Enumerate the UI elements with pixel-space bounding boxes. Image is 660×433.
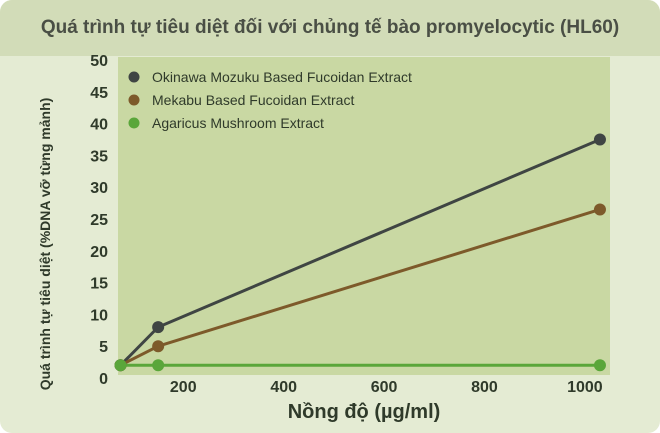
y-tick-label: 30 <box>90 180 108 197</box>
y-tick-label: 45 <box>90 85 108 102</box>
legend-marker <box>128 117 140 129</box>
x-tick-labels: 200 400 600 800 1000 <box>170 379 603 396</box>
x-tick-label: 200 <box>170 379 197 396</box>
y-tick-labels: 0 5 10 15 20 25 30 35 40 45 50 <box>90 53 108 388</box>
data-point <box>114 359 127 372</box>
data-point <box>593 133 606 146</box>
y-tick-label: 10 <box>90 307 108 324</box>
data-point <box>152 359 165 372</box>
data-point <box>593 203 606 216</box>
legend-label: Agaricus Mushroom Extract <box>152 115 324 131</box>
y-tick-label: 35 <box>90 148 108 165</box>
data-point <box>152 340 165 353</box>
data-point <box>152 321 165 334</box>
data-point <box>593 359 606 372</box>
legend-marker <box>128 71 140 83</box>
y-tick-label: 5 <box>99 339 108 356</box>
y-axis-label: Quá trình tự tiêu diệt (%DNA vỡ từng mản… <box>37 98 53 391</box>
x-tick-label: 1000 <box>567 379 603 396</box>
series-points <box>114 133 606 372</box>
x-tick-label: 600 <box>371 379 398 396</box>
legend-label: Mekabu Based Fucoidan Extract <box>152 92 354 108</box>
legend-marker <box>128 94 140 106</box>
y-tick-label: 50 <box>90 53 108 70</box>
x-tick-label: 800 <box>471 379 498 396</box>
y-tick-label: 20 <box>90 244 108 261</box>
plot-area <box>118 57 610 375</box>
chart-title: Quá trình tự tiêu diệt đối với chủng tế … <box>0 0 660 56</box>
legend: Okinawa Mozuku Based Fucoidan Extract Mek… <box>128 69 412 131</box>
y-tick-label: 0 <box>99 371 108 388</box>
y-tick-label: 40 <box>90 117 108 134</box>
x-axis-label: Nồng độ (µg/ml) <box>288 401 441 423</box>
y-tick-label: 25 <box>90 212 108 229</box>
legend-label: Okinawa Mozuku Based Fucoidan Extract <box>152 69 412 85</box>
x-tick-label: 400 <box>270 379 297 396</box>
y-tick-label: 15 <box>90 276 108 293</box>
